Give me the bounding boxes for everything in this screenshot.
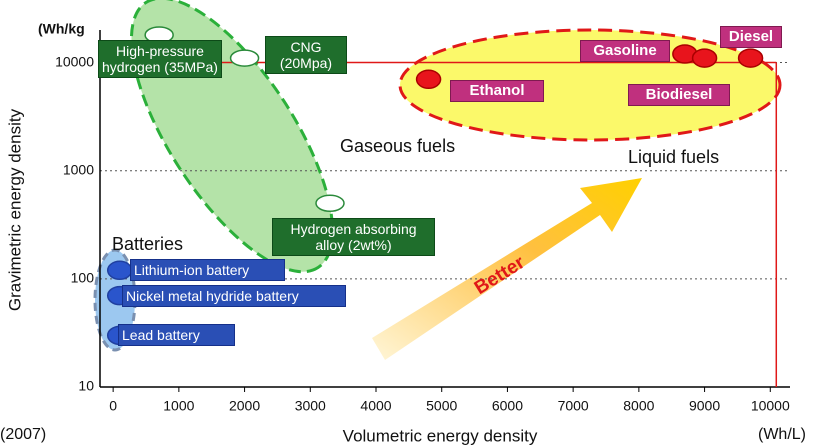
x-tick-label: 4000: [360, 398, 391, 414]
point-label: CNG (20Mpa): [265, 36, 347, 74]
x-tick-label: 10000: [751, 398, 790, 414]
point: [691, 48, 718, 68]
y-tick-label: 10000: [55, 53, 94, 69]
point-label: Ethanol: [450, 80, 544, 102]
point: [229, 49, 260, 67]
point-label: Diesel: [720, 26, 782, 48]
arrow-label: Better: [471, 252, 529, 299]
region-label: Liquid fuels: [628, 147, 719, 167]
y-axis-title: Gravimetric energy density: [5, 108, 24, 311]
point-label: Nickel metal hydride battery: [122, 285, 346, 307]
point-label: Gasoline: [580, 40, 670, 62]
note: (2007): [0, 426, 46, 443]
x-tick-label: 3000: [295, 398, 326, 414]
point-label: Lithium-ion battery: [130, 259, 285, 281]
y-unit: (Wh/kg: [38, 21, 85, 37]
x-tick-label: 2000: [229, 398, 260, 414]
point-label: Lead battery: [118, 324, 235, 346]
x-tick-label: 5000: [426, 398, 457, 414]
y-tick-label: 1000: [63, 161, 94, 177]
x-tick-label: 9000: [689, 398, 720, 414]
x-unit: (Wh/L): [758, 426, 806, 443]
x-tick-label: 1000: [163, 398, 194, 414]
x-tick-label: 8000: [623, 398, 654, 414]
point-label: High-pressure hydrogen (35MPa): [98, 40, 222, 78]
point: [315, 194, 345, 213]
better-arrow: [372, 178, 642, 360]
region-label: Batteries: [112, 234, 183, 254]
point-label: Biodiesel: [628, 84, 730, 106]
y-tick-label: 100: [71, 270, 95, 286]
point: [737, 48, 764, 68]
point: [415, 69, 442, 90]
x-tick-label: 0: [109, 398, 117, 414]
region-label: Gaseous fuels: [340, 136, 455, 156]
x-axis-title: Volumetric energy density: [343, 426, 538, 445]
y-tick-label: 10: [78, 378, 94, 394]
x-tick-label: 6000: [492, 398, 523, 414]
point: [106, 260, 133, 281]
x-tick-label: 7000: [558, 398, 589, 414]
point-label: Hydrogen absorbing alloy (2wt%): [272, 218, 435, 256]
